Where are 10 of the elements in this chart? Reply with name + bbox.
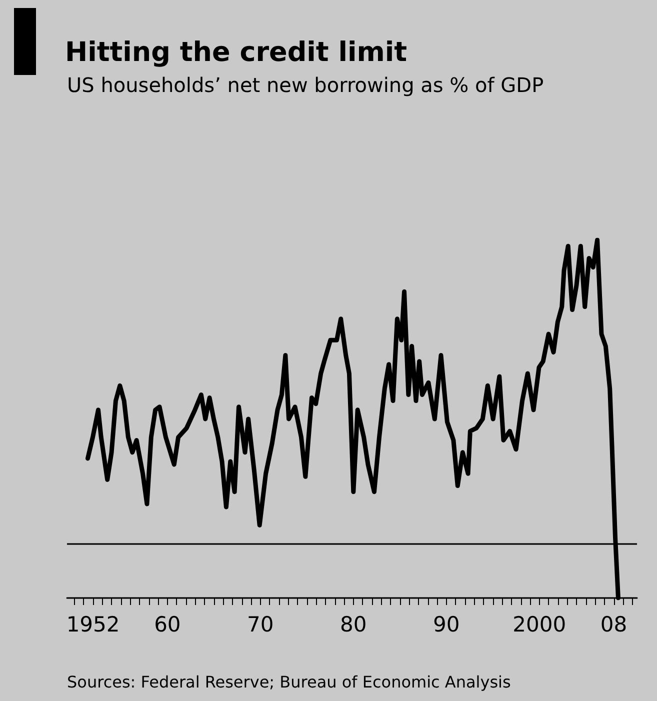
x-tick-label: 80 bbox=[340, 612, 367, 636]
x-tick-label: 60 bbox=[154, 612, 181, 636]
chart-title: Hitting the credit limit bbox=[65, 37, 408, 68]
x-tick-label: 2000 bbox=[512, 612, 566, 636]
x-tick-label: 90 bbox=[433, 612, 460, 636]
x-tick-label: 1952 bbox=[66, 612, 120, 636]
x-tick-label: 70 bbox=[247, 612, 274, 636]
x-tick-label: 08 bbox=[600, 612, 628, 636]
chart-subtitle: US households’ net new borrowing as % of GDP bbox=[67, 73, 544, 97]
source-note: Sources: Federal Reserve; Bureau of Economic Analysis bbox=[67, 672, 511, 692]
